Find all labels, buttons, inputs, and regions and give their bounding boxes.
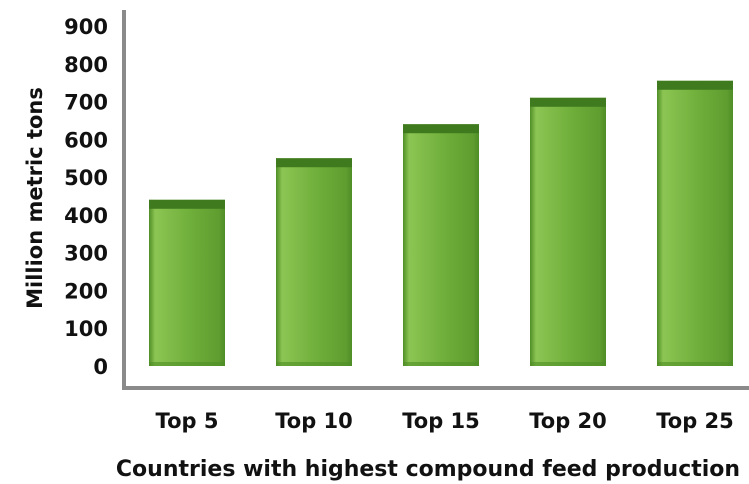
bar-top-band	[276, 158, 352, 168]
bar-top-band	[149, 199, 225, 209]
y-tick-label: 800	[64, 53, 108, 77]
bars	[149, 80, 733, 367]
y-tick-label: 400	[64, 204, 108, 228]
y-tick-label: 300	[64, 242, 108, 266]
y-tick-label: 900	[64, 15, 108, 39]
y-tick-label: 600	[64, 128, 108, 152]
bar-bottom-edge	[657, 362, 733, 366]
x-axis-tick-labels: Top 5 Top 10 Top 15 Top 20 Top 25	[156, 409, 734, 433]
x-tick-label: Top 25	[656, 409, 734, 433]
bar	[530, 97, 606, 367]
bar-bottom-edge	[403, 362, 479, 366]
bar-top-band	[530, 97, 606, 107]
y-tick-label: 0	[93, 355, 108, 379]
x-tick-label: Top 15	[402, 409, 480, 433]
y-axis-title: Million metric tons	[23, 87, 47, 309]
x-tick-label: Top 5	[156, 409, 219, 433]
bar-bottom-edge	[149, 362, 225, 366]
bar	[276, 158, 352, 366]
x-tick-label: Top 20	[529, 409, 607, 433]
bar	[403, 124, 479, 366]
bar-bottom-edge	[276, 362, 352, 366]
bar-body	[276, 158, 352, 366]
bar-top-band	[657, 80, 733, 90]
y-tick-label: 200	[64, 279, 108, 303]
bar-body	[149, 199, 225, 366]
bar-body	[657, 80, 733, 367]
bar-body	[530, 97, 606, 367]
bar	[657, 80, 733, 367]
y-tick-label: 100	[64, 317, 108, 341]
y-tick-label: 500	[64, 166, 108, 190]
bar	[149, 199, 225, 366]
y-tick-label: 700	[64, 91, 108, 115]
y-axis-tick-labels: 0 100 200 300 400 500 600 700 800 900	[64, 15, 108, 379]
bar-top-band	[403, 124, 479, 134]
bar-bottom-edge	[530, 362, 606, 366]
x-tick-label: Top 10	[275, 409, 353, 433]
bar-body	[403, 124, 479, 366]
x-axis-title: Countries with highest compound feed pro…	[116, 457, 740, 482]
